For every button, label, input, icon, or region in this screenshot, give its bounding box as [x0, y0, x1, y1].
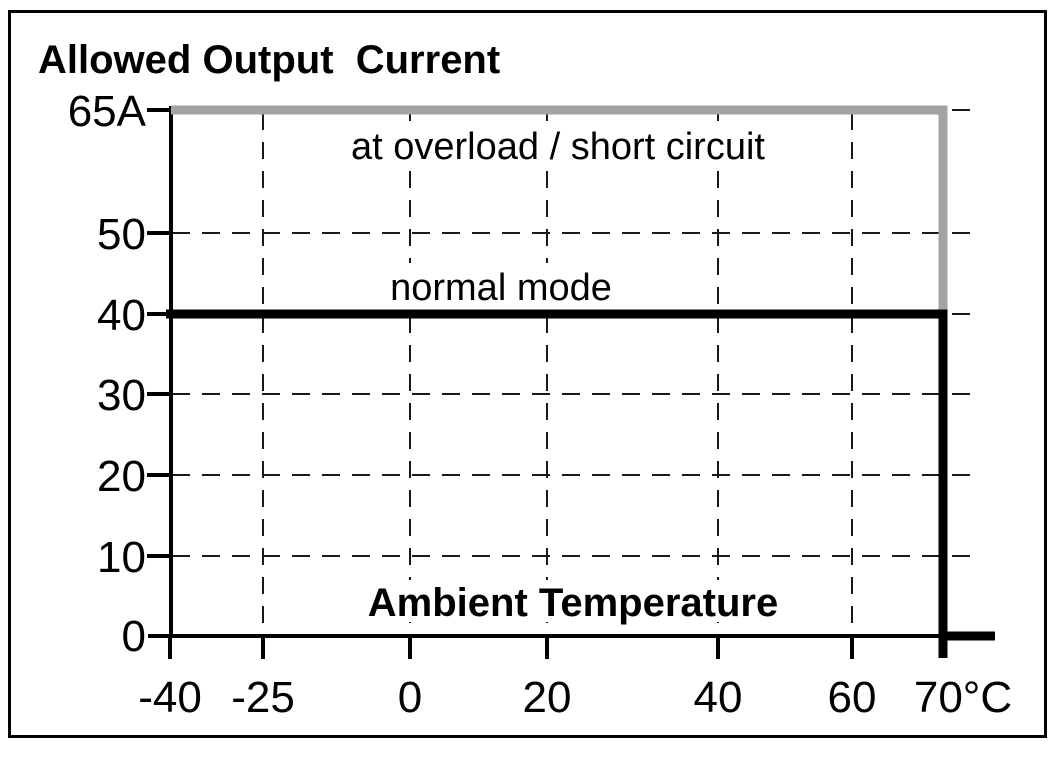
normal-mode-label: normal mode [390, 267, 612, 309]
overload-label: at overload / short circuit [351, 126, 765, 168]
x-tick-label-40: 40 [694, 673, 743, 722]
normal-mode-line [166, 309, 948, 658]
x-tick-label-70c: 70°C [914, 673, 1012, 722]
y-tick-label-65a: 65A [68, 87, 147, 136]
overload-current-line [171, 105, 948, 316]
y-tick-label-10: 10 [97, 533, 146, 582]
normal-label-bg [350, 263, 652, 307]
x-tick-label-minus40: -40 [138, 673, 202, 722]
x-tick-label-minus25: -25 [231, 673, 295, 722]
chart-frame [8, 10, 1047, 738]
y-tick-label-20: 20 [97, 452, 146, 501]
x-tick-label-60: 60 [828, 673, 877, 722]
x-axis-title: Ambient Temperature [368, 581, 778, 625]
y-tick-label-40: 40 [97, 291, 146, 340]
ambient-label-bg [342, 580, 806, 622]
y-tick-label-30: 30 [97, 371, 146, 420]
x-tick-label-0: 0 [398, 673, 422, 722]
chart-title: Allowed Output Current [38, 38, 500, 82]
x-tick-label-20: 20 [523, 673, 572, 722]
axes [147, 106, 960, 659]
overload-label-bg [287, 121, 833, 171]
y-tick-label-50: 50 [97, 210, 146, 259]
y-tick-label-0: 0 [122, 612, 146, 661]
